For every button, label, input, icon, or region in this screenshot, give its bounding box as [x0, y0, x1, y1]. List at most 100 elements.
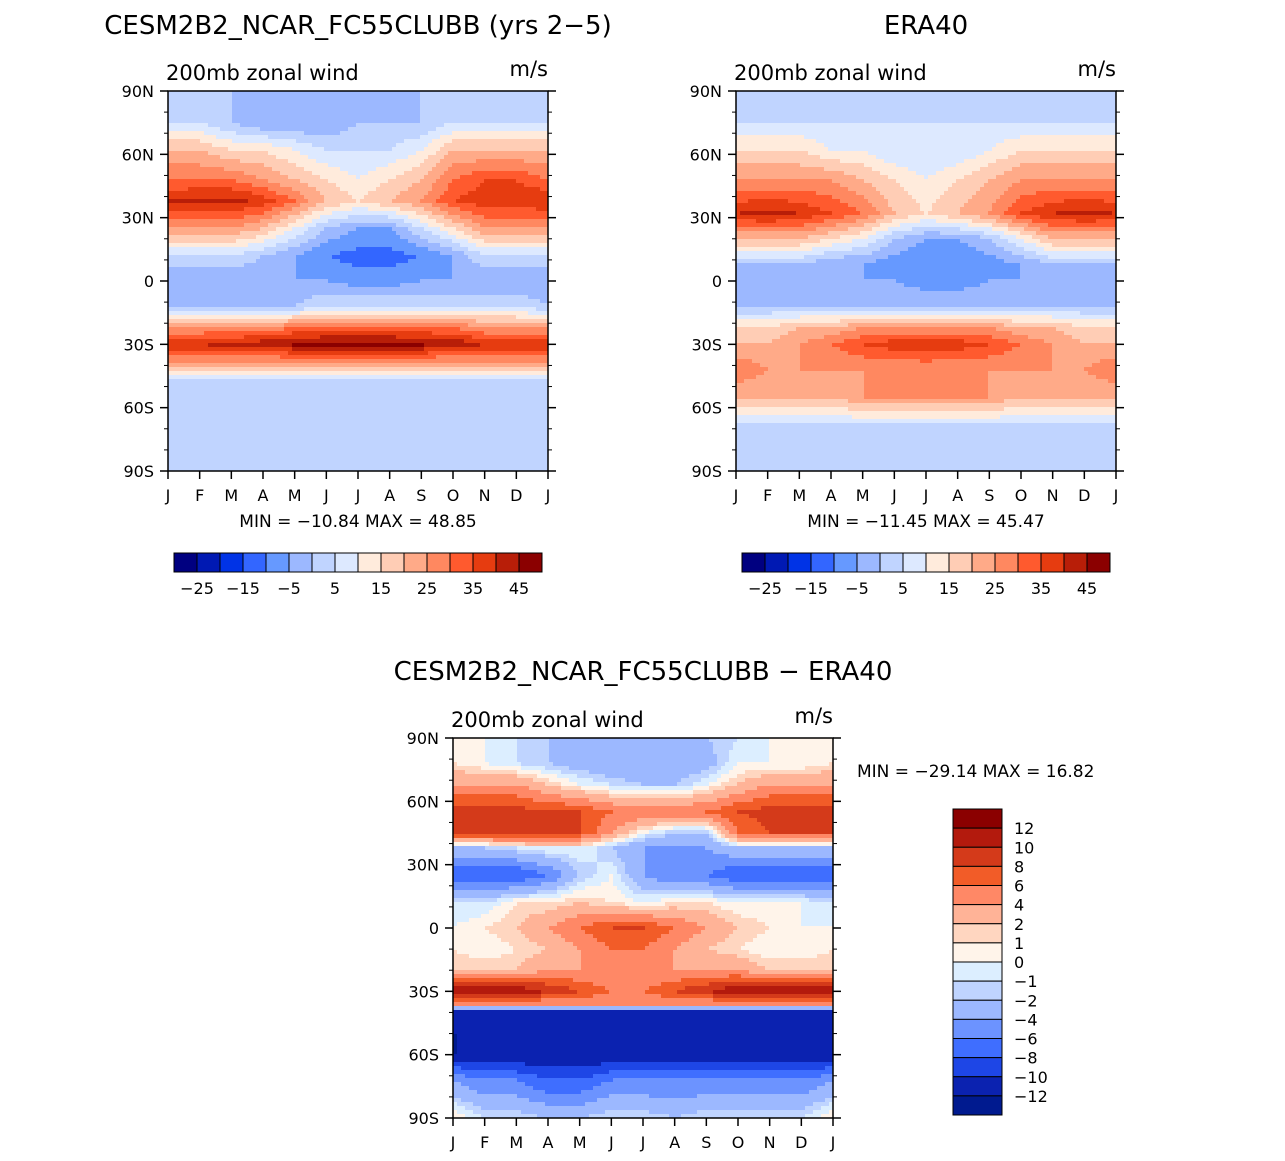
field-cell: [188, 155, 193, 160]
field-cell: [376, 207, 381, 212]
field-cell: [440, 99, 445, 104]
field-cell: [276, 231, 281, 236]
field-cell: [460, 235, 465, 240]
field-cell: [228, 223, 233, 228]
field-cell: [264, 191, 269, 196]
field-cell: [212, 203, 217, 208]
field-cell: [528, 191, 533, 196]
field-cell: [228, 251, 233, 256]
field-cell: [496, 127, 501, 132]
field-cell: [236, 119, 241, 124]
field-cell: [516, 115, 521, 120]
field-cell: [508, 91, 513, 96]
field-cell: [532, 127, 537, 132]
field-cell: [484, 243, 489, 248]
field-cell: [272, 147, 277, 152]
field-cell: [168, 191, 173, 196]
field-cell: [408, 111, 413, 116]
field-cell: [272, 179, 277, 184]
field-cell: [304, 195, 309, 200]
field-cell: [532, 219, 537, 224]
field-cell: [256, 215, 261, 220]
field-cell: [440, 155, 445, 160]
field-cell: [288, 171, 293, 176]
field-cell: [188, 163, 193, 168]
field-cell: [360, 275, 365, 280]
field-cell: [444, 175, 449, 180]
field-cell: [424, 223, 429, 228]
field-cell: [364, 231, 369, 236]
field-cell: [400, 263, 405, 268]
field-cell: [392, 275, 397, 280]
field-cell: [484, 135, 489, 140]
field-cell: [524, 255, 529, 260]
field-cell: [412, 203, 417, 208]
field-cell: [544, 247, 548, 252]
field-cell: [180, 127, 185, 132]
field-cell: [324, 207, 329, 212]
field-cell: [520, 235, 525, 240]
field-cell: [312, 107, 317, 112]
field-cell: [360, 99, 365, 104]
field-cell: [220, 271, 225, 276]
field-cell: [224, 183, 229, 188]
field-cell: [436, 279, 441, 284]
field-cell: [380, 187, 385, 192]
field-cell: [308, 99, 313, 104]
field-cell: [328, 163, 333, 168]
field-cell: [352, 279, 357, 284]
field-cell: [268, 111, 273, 116]
field-cell: [272, 143, 277, 148]
field-cell: [456, 127, 461, 132]
field-cell: [276, 267, 281, 272]
field-cell: [220, 171, 225, 176]
field-cell: [396, 139, 401, 144]
field-cell: [524, 291, 529, 296]
field-cell: [188, 187, 193, 192]
field-cell: [208, 147, 213, 152]
field-cell: [408, 155, 413, 160]
field-cell: [184, 255, 189, 260]
field-cell: [228, 91, 233, 96]
field-cell: [228, 267, 233, 272]
field-cell: [396, 243, 401, 248]
field-cell: [180, 139, 185, 144]
field-cell: [436, 147, 441, 152]
field-cell: [196, 163, 201, 168]
field-cell: [176, 223, 181, 228]
field-cell: [504, 107, 509, 112]
field-cell: [400, 183, 405, 188]
field-cell: [184, 135, 189, 140]
field-cell: [332, 135, 337, 140]
field-cell: [348, 127, 353, 132]
field-cell: [240, 151, 245, 156]
field-cell: [208, 267, 213, 272]
field-cell: [468, 247, 473, 252]
field-cell: [260, 135, 265, 140]
field-cell: [172, 99, 177, 104]
field-cell: [540, 235, 545, 240]
field-cell: [288, 275, 293, 280]
field-cell: [184, 295, 189, 300]
field-cell: [516, 215, 521, 220]
field-cell: [420, 123, 425, 128]
field-cell: [244, 183, 249, 188]
field-cell: [336, 167, 341, 172]
field-cell: [216, 279, 221, 284]
field-cell: [212, 283, 217, 288]
field-cell: [244, 119, 249, 124]
field-cell: [544, 199, 548, 204]
field-cell: [304, 127, 309, 132]
field-cell: [540, 255, 545, 260]
field-cell: [520, 295, 525, 300]
field-cell: [520, 99, 525, 104]
field-cell: [424, 123, 429, 128]
field-cell: [480, 243, 485, 248]
field-cell: [404, 227, 409, 232]
field-cell: [436, 219, 441, 224]
field-cell: [456, 95, 461, 100]
field-cell: [220, 167, 225, 172]
field-cell: [368, 227, 373, 232]
field-cell: [196, 159, 201, 164]
field-cell: [208, 223, 213, 228]
